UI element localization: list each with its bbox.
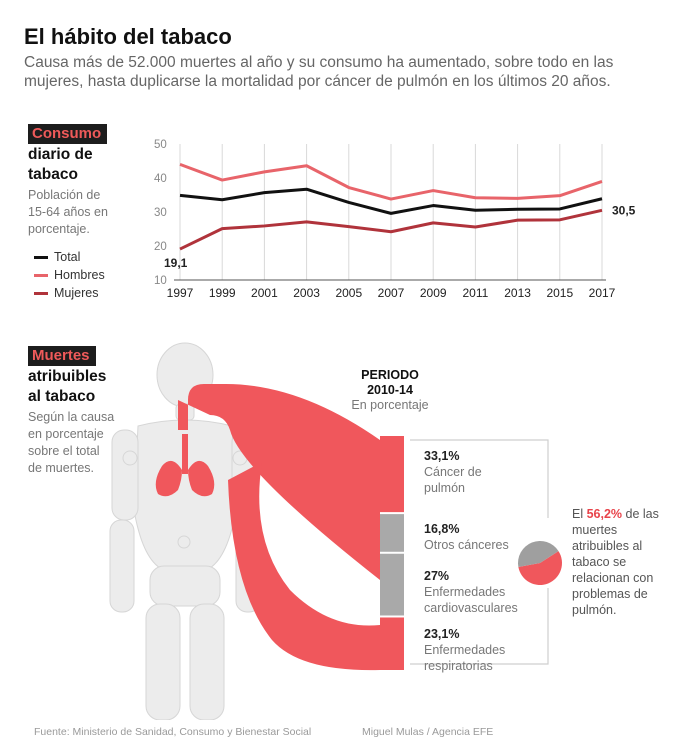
bracket-bottom bbox=[410, 588, 549, 665]
muertes-heading-1: atribuibles bbox=[28, 368, 107, 385]
cause-3: 27% Enfermedades cardiovasculares bbox=[424, 568, 518, 616]
cause-bar-0 bbox=[380, 436, 404, 513]
cause-3-label-1: Enfermedades bbox=[424, 585, 506, 599]
annotation-1: 30,5 bbox=[612, 203, 636, 217]
muertes-desc-4: de muertes. bbox=[28, 461, 95, 475]
footer-source: Fuente: Ministerio de Sanidad, Consumo y… bbox=[34, 726, 312, 738]
x-tick-label-3: 2003 bbox=[293, 286, 320, 300]
sankey-upper-stream bbox=[178, 384, 380, 580]
y-tick-label-1: 20 bbox=[154, 241, 167, 253]
muertes-desc-2: en porcentaje bbox=[28, 427, 104, 441]
legend-total-swatch bbox=[34, 255, 48, 259]
legend-hombres-label: Hombres bbox=[54, 268, 105, 282]
cause-bar-1 bbox=[380, 514, 404, 552]
lungs-icon bbox=[155, 434, 215, 497]
legend-mujeres: Mujeres bbox=[34, 284, 105, 302]
consumo-desc-3: porcentaje. bbox=[28, 222, 90, 236]
y-tick-label-3: 40 bbox=[154, 173, 167, 185]
muertes-tag: Muertes bbox=[28, 346, 96, 366]
sankey-lower-stream bbox=[228, 462, 380, 671]
cause-1-pct: 33,1% bbox=[424, 449, 460, 463]
footer-credit: Miguel Mulas / Agencia EFE bbox=[362, 726, 494, 738]
period-subtitle: En porcentaje bbox=[351, 398, 429, 412]
series-line-mujeres bbox=[179, 208, 603, 251]
cause-1-label-2: pulmón bbox=[424, 481, 465, 495]
pie-chart bbox=[518, 541, 562, 585]
pie-slice-0 bbox=[518, 551, 562, 585]
cause-3-pct: 27% bbox=[424, 569, 450, 583]
annotation-0: 19,1 bbox=[164, 256, 188, 270]
cause-2-pct: 16,8% bbox=[424, 522, 460, 536]
legend-mujeres-swatch bbox=[34, 291, 48, 295]
period-title-1: PERIODO bbox=[361, 368, 419, 382]
bracket-top bbox=[410, 439, 549, 518]
series-line-total bbox=[179, 187, 603, 215]
note-prefix: El bbox=[572, 507, 587, 521]
page-title: El hábito del tabaco bbox=[24, 24, 232, 49]
line-chart: 10 20 30 40 50 1997 1999 2001 2003 2005 2007 2009 20… bbox=[154, 139, 636, 300]
cause-4-label-1: Enfermedades bbox=[424, 643, 506, 657]
x-tick-label-10: 2017 bbox=[589, 286, 616, 300]
period-title: PERIODO 2010-14 En porcentaje bbox=[340, 368, 440, 413]
legend-hombres-swatch bbox=[34, 273, 48, 277]
x-tick-label-2: 2001 bbox=[251, 286, 278, 300]
deaths-illustration bbox=[109, 342, 562, 720]
muertes-heading-2: al tabaco bbox=[28, 388, 96, 405]
cause-bar-3 bbox=[380, 617, 404, 670]
legend-hombres: Hombres bbox=[34, 266, 105, 284]
consumo-desc-1: Población de bbox=[28, 188, 101, 202]
y-tick-label-4: 50 bbox=[154, 139, 167, 151]
cause-2: 16,8% Otros cánceres bbox=[424, 521, 509, 553]
cause-3-label-2: cardiovasculares bbox=[424, 601, 518, 615]
legend-total: Total bbox=[34, 248, 105, 266]
series-line-hombres bbox=[179, 162, 603, 201]
y-tick-label-2: 30 bbox=[154, 207, 167, 219]
legend-total-label: Total bbox=[54, 250, 81, 264]
chart-legend: Total Hombres Mujeres bbox=[34, 248, 105, 302]
cause-2-label-1: Otros cánceres bbox=[424, 538, 509, 552]
causes-stacked-bar bbox=[380, 436, 404, 670]
consumo-heading-2: tabaco bbox=[28, 166, 78, 183]
x-tick-label-7: 2011 bbox=[462, 286, 488, 300]
consumo-section: Consumo diario de tabaco Población de 15… bbox=[28, 124, 108, 238]
x-tick-label-0: 1997 bbox=[167, 286, 194, 300]
cause-4-label-2: respiratorias bbox=[424, 659, 493, 673]
note-highlight: 56,2% bbox=[586, 507, 623, 521]
consumo-desc-2: 15-64 años en bbox=[28, 205, 108, 219]
legend-mujeres-label: Mujeres bbox=[54, 286, 99, 300]
page-subtitle: Causa más de 52.000 muertes al año y su … bbox=[24, 54, 614, 90]
period-title-2: 2010-14 bbox=[367, 383, 413, 397]
cause-4-pct: 23,1% bbox=[424, 627, 460, 641]
x-tick-label-5: 2007 bbox=[378, 286, 405, 300]
consumo-tag: Consumo bbox=[28, 124, 108, 144]
cause-1-label-1: Cáncer de bbox=[424, 465, 482, 479]
cause-bar-2 bbox=[380, 553, 404, 616]
muertes-desc-3: sobre el total bbox=[28, 444, 100, 458]
x-tick-label-6: 2009 bbox=[420, 286, 447, 300]
x-tick-label-9: 2015 bbox=[546, 286, 573, 300]
lung-note: El 56,2% de las muertes atribuibles al t… bbox=[572, 506, 668, 618]
pie-slice-1 bbox=[518, 541, 559, 567]
note-rest: de las muertes atribuibles al tabaco se … bbox=[572, 507, 659, 617]
muertes-desc-1: Según la causa bbox=[28, 410, 115, 424]
cause-4: 23,1% Enfermedades respiratorias bbox=[424, 626, 505, 674]
y-tick-label-0: 10 bbox=[154, 275, 167, 287]
cause-1: 33,1% Cáncer de pulmón bbox=[424, 448, 482, 496]
muertes-section: Muertes atribuibles al tabaco Según la c… bbox=[28, 346, 114, 477]
x-tick-label-8: 2013 bbox=[504, 286, 531, 300]
x-tick-label-4: 2005 bbox=[335, 286, 362, 300]
x-tick-label-1: 1999 bbox=[209, 286, 236, 300]
consumo-heading-1: diario de bbox=[28, 146, 93, 163]
